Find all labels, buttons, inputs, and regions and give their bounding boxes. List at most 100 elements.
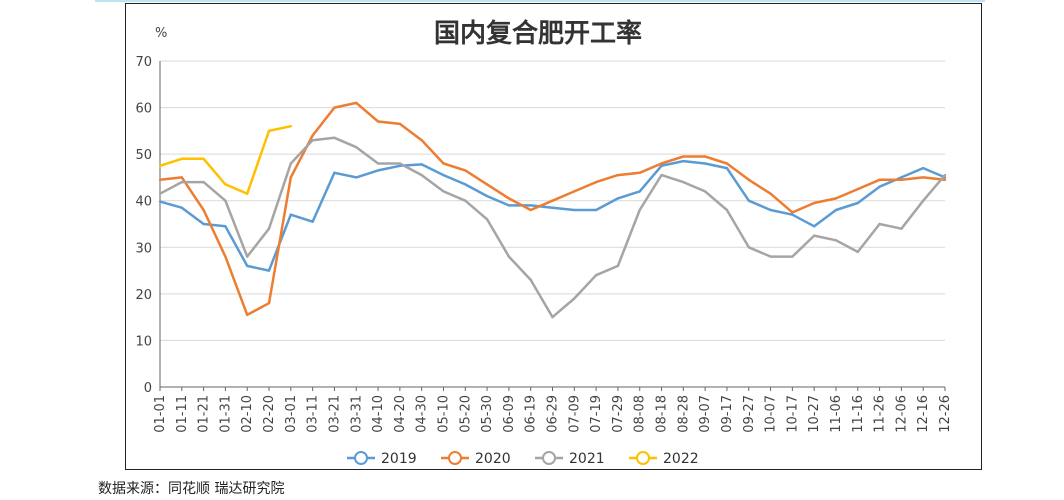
data-point-2021	[878, 222, 881, 226]
x-tick-label: 05-10	[436, 395, 451, 433]
data-point-2020	[725, 162, 729, 165]
data-point-2019	[921, 166, 925, 170]
data-point-2019	[638, 190, 641, 193]
data-point-2021	[812, 234, 816, 237]
x-tick-label: 07-29	[611, 395, 626, 433]
data-point-2020	[398, 122, 402, 126]
data-point-2021	[398, 162, 402, 165]
data-point-2019	[376, 169, 380, 172]
data-point-2021	[943, 173, 947, 177]
data-point-2020	[180, 176, 184, 179]
data-point-2021	[420, 173, 423, 177]
y-axis-unit: %	[155, 26, 167, 41]
data-point-2020	[246, 313, 249, 317]
data-point-2019	[246, 264, 249, 268]
data-point-2021	[769, 255, 772, 258]
data-point-2021	[355, 145, 358, 149]
data-point-2021	[507, 255, 511, 258]
legend-label-2022: 2022	[663, 451, 699, 467]
x-tick-label: 09-17	[720, 395, 735, 433]
data-point-2021	[333, 136, 336, 140]
data-point-2019	[769, 208, 772, 212]
y-tick-label: 30	[135, 241, 152, 256]
data-point-2020	[485, 183, 489, 186]
data-point-2021	[834, 239, 838, 242]
data-point-2019	[812, 225, 816, 228]
data-point-2019	[180, 206, 184, 209]
data-point-2019	[660, 164, 663, 167]
data-point-2019	[682, 159, 685, 163]
data-point-2019	[202, 222, 205, 226]
data-point-2020	[856, 187, 859, 191]
data-point-2021	[158, 192, 162, 195]
data-point-2021	[224, 199, 227, 202]
y-tick-label: 40	[135, 195, 152, 210]
y-tick-label: 0	[144, 381, 152, 396]
data-point-2021	[660, 173, 663, 177]
y-tick-label: 20	[135, 288, 152, 303]
data-point-2021	[900, 227, 903, 230]
data-point-2019	[507, 204, 511, 207]
data-point-2020	[682, 155, 685, 158]
data-point-2021	[856, 250, 859, 254]
data-point-2020	[442, 162, 445, 165]
series-lines	[158, 101, 947, 319]
data-point-2019	[355, 176, 358, 179]
data-point-2019	[485, 194, 489, 198]
data-point-2021	[551, 315, 554, 319]
data-point-2019	[791, 213, 794, 216]
x-tick-label: 08-18	[655, 395, 670, 433]
data-point-2019	[594, 208, 598, 212]
top-accent-line	[95, 0, 985, 2]
data-point-2020	[660, 162, 663, 165]
data-point-2020	[573, 190, 576, 193]
data-point-2020	[812, 201, 816, 205]
data-point-2020	[355, 101, 358, 105]
data-point-2020	[769, 192, 772, 195]
x-tick-label: 02-10	[240, 395, 255, 433]
source-note: 数据来源：同花顺 瑞达研究院	[98, 481, 285, 497]
x-tick-label: 05-20	[458, 395, 473, 433]
data-point-2021	[376, 162, 380, 165]
data-point-2020	[529, 208, 532, 212]
legend-marker-2022	[636, 451, 650, 465]
data-point-2019	[900, 176, 903, 179]
data-point-2020	[420, 138, 423, 142]
chart-frame	[125, 3, 982, 470]
data-point-2020	[507, 197, 511, 200]
y-tick-label: 70	[135, 55, 152, 70]
data-point-2020	[376, 120, 380, 123]
data-point-2020	[267, 301, 271, 305]
data-point-2022	[202, 157, 205, 160]
data-point-2020	[943, 178, 947, 181]
data-point-2019	[442, 173, 445, 177]
data-point-2019	[224, 225, 227, 228]
data-point-2019	[420, 163, 423, 166]
x-tick-label: 06-29	[546, 395, 561, 433]
x-tick-label: 01-31	[218, 395, 233, 433]
x-tick-label: 07-19	[589, 395, 604, 433]
data-point-2021	[464, 199, 467, 202]
legend-label-2021: 2021	[569, 451, 605, 467]
x-tick-label: 11-06	[829, 395, 844, 433]
data-point-2020	[900, 178, 903, 181]
x-axis-ticks: 01-01 01-11 01-21 01-31 02-10 02-20 03-01 03-11…	[153, 387, 953, 433]
data-point-2019	[464, 183, 467, 186]
data-point-2021	[246, 255, 249, 258]
data-point-2021	[267, 227, 271, 230]
data-point-2020	[703, 155, 707, 158]
x-tick-label: 12-06	[894, 395, 909, 433]
data-point-2021	[791, 255, 794, 258]
data-point-2021	[289, 162, 293, 165]
data-point-2019	[834, 208, 838, 212]
data-point-2020	[464, 169, 467, 172]
x-tick-label: 06-09	[502, 395, 517, 433]
data-point-2021	[725, 208, 729, 212]
data-point-2020	[311, 134, 314, 137]
x-tick-label: 12-16	[916, 395, 931, 433]
data-point-2022	[267, 129, 271, 133]
x-tick-label: 06-19	[524, 395, 539, 433]
data-point-2019	[856, 201, 859, 205]
x-tick-label: 03-21	[327, 395, 342, 433]
data-point-2020	[551, 199, 554, 202]
